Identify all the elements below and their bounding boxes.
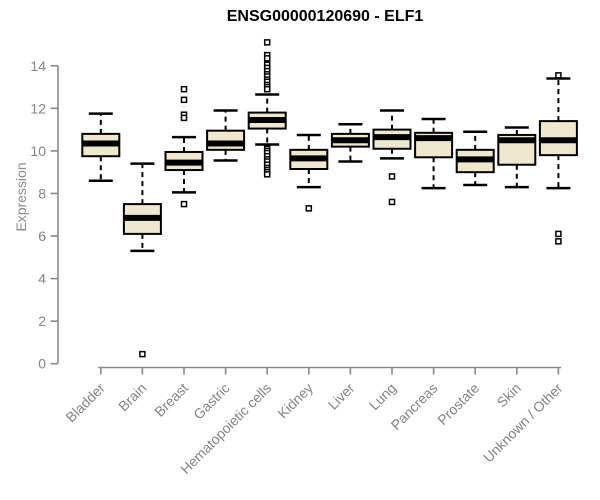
x-tick-label: Liver <box>325 380 358 413</box>
x-tick-label: Brain <box>115 380 149 414</box>
outlier-point <box>180 114 188 122</box>
x-tick-label: Kidney <box>274 380 316 422</box>
outlier-point <box>263 85 271 93</box>
y-tick-label: 4 <box>38 271 46 287</box>
outlier-point <box>180 96 188 104</box>
y-tick-label: 14 <box>30 58 46 74</box>
outlier-point <box>388 198 396 206</box>
x-tick-label: Breast <box>151 380 191 420</box>
outlier-point <box>263 171 271 178</box>
y-tick-label: 0 <box>38 356 46 372</box>
chart-title: ENSG00000120690 - ELF1 <box>226 8 424 25</box>
outlier-point <box>555 238 562 245</box>
x-tick-label: Skin <box>493 380 524 411</box>
x-tick-label: Lung <box>366 380 399 413</box>
outlier-point <box>263 55 271 62</box>
outlier-point <box>180 200 188 208</box>
outlier-point <box>180 85 188 93</box>
y-tick-label: 8 <box>38 185 46 201</box>
x-tick-label: Unknown / Other <box>480 380 566 466</box>
y-tick-label: 2 <box>38 313 46 329</box>
box-gastric <box>206 129 246 151</box>
outlier-point <box>555 72 562 79</box>
outlier-point <box>388 173 396 180</box>
y-tick-label: 10 <box>30 143 46 159</box>
y-tick-label: 6 <box>38 228 46 244</box>
outlier-point <box>263 39 271 46</box>
y-tick-label: 12 <box>30 100 46 116</box>
x-tick-label: Bladder <box>62 380 108 426</box>
outlier-point <box>139 350 146 358</box>
x-tick-label: Prostate <box>434 380 482 428</box>
outlier-point <box>305 205 313 212</box>
outlier-point <box>555 230 562 238</box>
